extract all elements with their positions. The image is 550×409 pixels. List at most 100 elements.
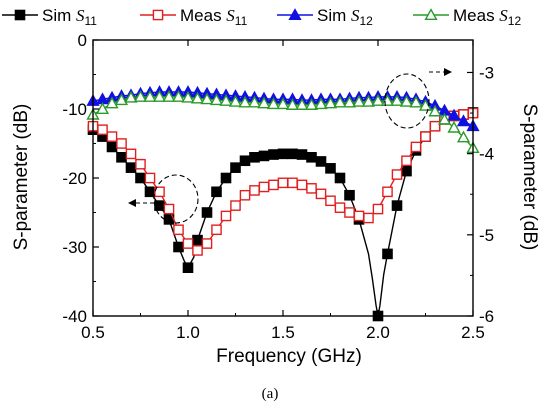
right-y-tick-label: -6 xyxy=(479,307,494,326)
series-2-point xyxy=(315,188,327,200)
series-4-point xyxy=(276,97,290,110)
series-2-point xyxy=(163,203,175,215)
legend-label-3: Sim S12 xyxy=(317,6,373,28)
series-2-point xyxy=(230,200,241,211)
series-4-point xyxy=(219,94,233,106)
series-2-point xyxy=(325,195,336,207)
series-1-point xyxy=(201,207,213,218)
series-4-point xyxy=(409,95,423,108)
series-2-point xyxy=(239,189,251,201)
series-1-point xyxy=(391,200,403,211)
series-1-point xyxy=(192,234,203,246)
legend-marker-2 xyxy=(152,9,164,21)
left-y-tick-label: -40 xyxy=(62,307,87,326)
series-4-point xyxy=(342,95,357,108)
series-3-point xyxy=(447,108,461,121)
series-1-point xyxy=(106,141,118,153)
series-1-point xyxy=(268,149,279,160)
series-2-point xyxy=(116,138,127,149)
series-4-point xyxy=(371,94,385,106)
series-4-point xyxy=(95,102,110,115)
series-2-point xyxy=(372,203,384,215)
series-2-point xyxy=(296,179,308,191)
series-2-point xyxy=(144,172,156,184)
left-arrow-head xyxy=(128,199,136,207)
legend-label-4: Meas S12 xyxy=(453,6,521,28)
series-2-point xyxy=(420,131,431,142)
series-2-point xyxy=(249,185,260,196)
series-4-point xyxy=(456,130,471,143)
legend-marker-3 xyxy=(288,8,302,21)
left-y-tick-label: -10 xyxy=(62,100,87,119)
left-y-tick-label: -20 xyxy=(62,169,87,188)
series-4-point xyxy=(152,89,167,102)
legend-marker-4 xyxy=(424,8,438,21)
series-2-point xyxy=(154,186,165,198)
series-4-point xyxy=(200,92,214,105)
series-4-point xyxy=(114,93,129,106)
legend-label-1: Sim S11 xyxy=(42,6,97,28)
series-4-point xyxy=(133,89,148,102)
series-2-point xyxy=(410,141,422,153)
series-2-point xyxy=(287,177,298,189)
right-y-axis-title: S-parameter (dB) xyxy=(519,104,540,251)
plot-area xyxy=(86,85,480,322)
series-1-point xyxy=(315,156,327,167)
series-1-point xyxy=(344,189,355,201)
axes: 0.5 1.0 1.5 2.0 2.5 0 -10 -20 -30 -40 -3 -4 -5 -6 xyxy=(62,31,494,342)
series-4-point xyxy=(257,96,271,109)
right-y-tick-label: -4 xyxy=(479,145,494,164)
series-2-point xyxy=(334,202,346,213)
series-4-point xyxy=(247,95,262,108)
series-1-point xyxy=(306,151,317,163)
series-1-point xyxy=(182,262,194,274)
left-axis-ellipse xyxy=(153,174,199,224)
right-axis-ellipse xyxy=(384,73,430,129)
series-2-point xyxy=(429,120,441,132)
right-arrow-head xyxy=(444,68,452,76)
series-2-point xyxy=(173,224,184,236)
left-y-tick-label: -30 xyxy=(62,238,87,257)
legend-marker-1 xyxy=(14,9,26,21)
series-2-point xyxy=(401,155,412,167)
series-1-point xyxy=(116,151,127,163)
series-1-point xyxy=(325,163,336,174)
series-4-point xyxy=(266,97,281,110)
series-1-point xyxy=(249,151,260,163)
series-1-point xyxy=(125,162,137,173)
x-tick-label: 2.0 xyxy=(366,323,390,342)
series-2-point xyxy=(97,124,108,135)
series-2-point xyxy=(220,210,232,222)
series-4-point xyxy=(190,91,205,104)
series-4-point xyxy=(333,95,347,108)
series-4-point xyxy=(143,89,157,102)
series-4-point xyxy=(314,97,328,110)
series-2-point xyxy=(182,238,194,249)
series-1-point xyxy=(287,148,298,160)
figure-caption: (a) xyxy=(262,386,279,402)
series-1-point xyxy=(220,172,232,184)
series-4-point xyxy=(399,94,414,107)
series-4-point xyxy=(447,120,461,133)
right-y-tick-label: -5 xyxy=(479,226,494,245)
series-4-point xyxy=(323,96,338,109)
series-4-point xyxy=(361,94,376,107)
x-axis-title: Frequency (GHz) xyxy=(216,346,362,367)
x-tick-label: 1.0 xyxy=(176,323,200,342)
series-4-point xyxy=(428,104,442,117)
right-y-tick-label: -3 xyxy=(479,63,494,82)
series-2-point xyxy=(391,169,403,180)
x-tick-label: 0.5 xyxy=(81,323,105,342)
series-2-point xyxy=(125,148,137,160)
series-4-point xyxy=(352,94,366,107)
series-3-point xyxy=(456,114,471,127)
series-1-point xyxy=(401,165,412,177)
series-1-point xyxy=(173,241,184,253)
series-2-point xyxy=(258,181,270,193)
series-4-point xyxy=(162,89,176,102)
series-4-point xyxy=(295,98,309,110)
series-2-point xyxy=(268,179,279,191)
series-2-point xyxy=(192,245,203,256)
series-1-point xyxy=(211,186,222,198)
